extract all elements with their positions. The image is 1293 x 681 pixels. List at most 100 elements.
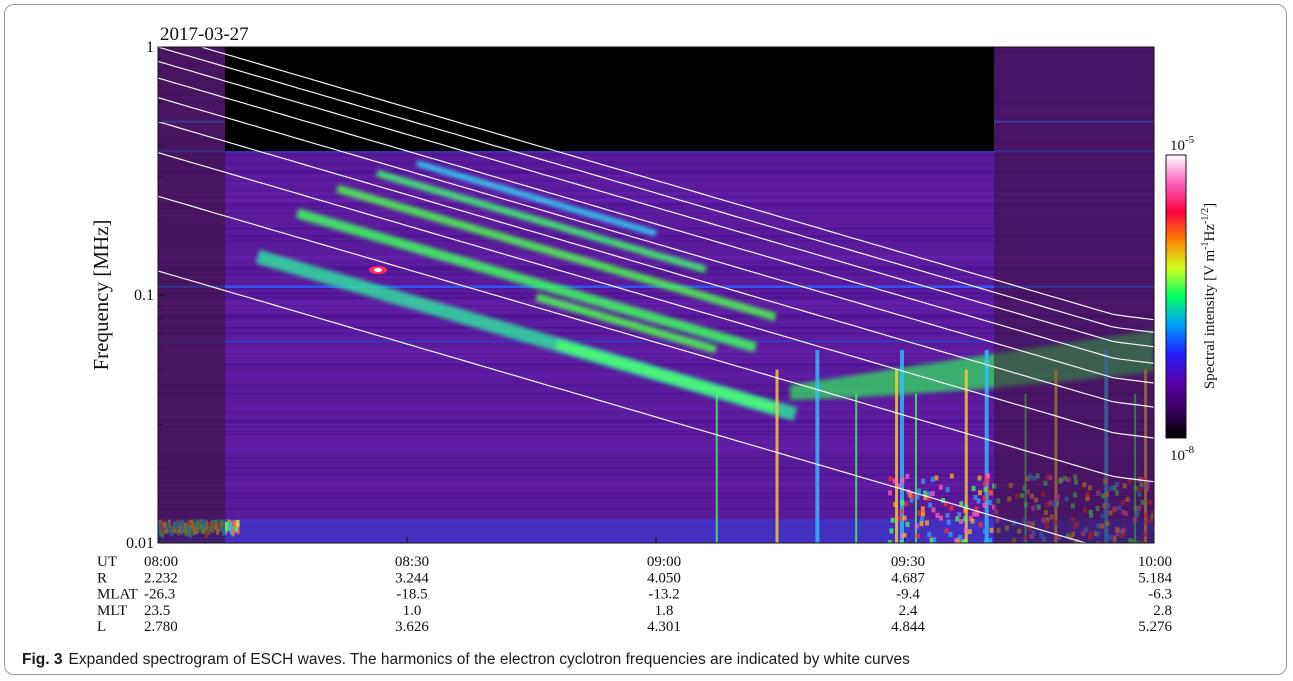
noise-pixel <box>978 490 982 495</box>
noise-pixel <box>947 520 951 525</box>
ephemeris-value: -13.2 <box>648 587 679 603</box>
noise-pixel <box>990 528 994 533</box>
noise-pixel <box>925 520 929 525</box>
noise-pixel <box>988 500 992 505</box>
y-axis-label: Frequency [MHz] <box>89 219 113 370</box>
noise-pixel <box>955 516 959 521</box>
ephemeris-value: 3.244 <box>395 570 429 586</box>
ephemeris-value: -26.3 <box>144 587 175 603</box>
noise-pixel <box>928 503 932 508</box>
ephemeris-value: 2.4 <box>899 603 918 619</box>
ephemeris-row-label: MLT <box>97 603 127 619</box>
noise-pixel <box>983 503 987 508</box>
ephemeris-value: 2.8 <box>1153 603 1172 619</box>
noise-pixel <box>920 517 924 522</box>
ephemeris-value: 4.050 <box>647 570 681 586</box>
ephemeris-value: 2.780 <box>144 619 178 635</box>
noise-pixel <box>979 522 983 527</box>
emission-hotspot-core <box>374 268 382 272</box>
ephemeris-value: 2.232 <box>144 570 178 586</box>
ephemeris-value: 10:00 <box>1138 554 1172 570</box>
y-tick-label: 1 <box>146 39 154 56</box>
noise-pixel <box>905 522 909 527</box>
noise-pixel <box>911 494 915 499</box>
ephemeris-value: -6.3 <box>1148 587 1172 603</box>
y-tick-label: 0.01 <box>126 535 154 552</box>
spectrogram-plot <box>158 34 1157 556</box>
noise-pixel <box>949 506 953 511</box>
noise-pixel <box>927 532 931 537</box>
noise-pixel <box>889 476 893 481</box>
noise-pixel <box>916 533 920 538</box>
date-label: 2017-03-27 <box>160 24 249 45</box>
noise-pixel <box>900 478 904 483</box>
noise-pixel <box>917 488 921 493</box>
impulsive-spike <box>776 370 779 543</box>
ephemeris-value: -9.4 <box>896 587 920 603</box>
impulsive-spike <box>716 394 718 543</box>
noise-pixel <box>944 528 948 533</box>
noise-pixel <box>905 474 909 479</box>
ephemeris-row-label: L <box>97 619 106 635</box>
noise-pixel <box>932 537 936 542</box>
noise-pixel <box>915 495 919 500</box>
y-tick-label: 0.1 <box>134 287 154 304</box>
colorbar-gradient <box>1166 155 1186 438</box>
noise-pixel <box>904 501 908 506</box>
colorbar-max-label: 10-5 <box>1170 134 1195 154</box>
data-gap-region <box>225 47 994 151</box>
noise-pixel <box>986 473 990 478</box>
noise-pixel <box>959 519 963 524</box>
noise-pixel <box>903 515 907 520</box>
noise-pixel <box>1086 543 1090 548</box>
noise-pixel <box>989 490 993 495</box>
impulsive-spike <box>855 394 857 543</box>
noise-pixel <box>898 516 902 521</box>
ephemeris-value: 08:00 <box>144 554 178 570</box>
impulsive-spike <box>915 394 917 543</box>
noise-pixel <box>927 492 931 497</box>
impulsive-spike <box>815 350 819 543</box>
ephemeris-value: 1.0 <box>403 603 422 619</box>
ephemeris-value: 09:00 <box>647 554 681 570</box>
noise-pixel <box>931 491 935 496</box>
noise-pixel <box>978 476 982 481</box>
ephemeris-value: 08:30 <box>395 554 429 570</box>
ephemeris-value: 3.626 <box>395 619 429 635</box>
figure-caption: Fig. 3 Expanded spectrogram of ESCH waves… <box>22 651 910 669</box>
noise-pixel <box>921 511 925 516</box>
noise-pixel <box>946 513 950 518</box>
ephemeris-value: 09:30 <box>891 554 925 570</box>
noise-pixel <box>237 520 240 527</box>
noise-pixel <box>963 516 967 521</box>
ephemeris-row-label: R <box>97 570 107 586</box>
noise-pixel <box>931 507 935 512</box>
noise-pixel <box>920 521 924 526</box>
noise-pixel <box>899 509 903 514</box>
caption-label: Fig. 3 <box>22 651 62 668</box>
noise-pixel <box>939 516 943 521</box>
ephemeris-value: 4.687 <box>891 570 925 586</box>
noise-pixel <box>935 513 939 518</box>
noise-pixel <box>964 540 968 545</box>
noise-pixel <box>225 522 228 531</box>
noise-pixel <box>988 538 992 543</box>
noise-pixel <box>231 528 234 534</box>
noise-pixel <box>893 479 897 484</box>
ephemeris-value: 4.301 <box>647 619 681 635</box>
noise-pixel <box>970 519 974 524</box>
noise-pixel <box>891 518 895 523</box>
noise-pixel <box>983 529 987 534</box>
ephemeris-value: -18.5 <box>396 587 427 603</box>
noise-pixel <box>900 500 904 505</box>
noise-pixel <box>983 496 987 501</box>
ephemeris-row-label: UT <box>97 554 117 570</box>
noise-pixel <box>893 502 897 507</box>
noise-pixel <box>984 540 988 545</box>
noise-pixel <box>948 532 952 537</box>
reduced-mode-column-left <box>158 47 225 543</box>
noise-pixel <box>915 524 919 529</box>
ephemeris-value: 23.5 <box>144 603 170 619</box>
noise-pixel <box>984 487 988 492</box>
impulsive-spike <box>895 370 898 543</box>
